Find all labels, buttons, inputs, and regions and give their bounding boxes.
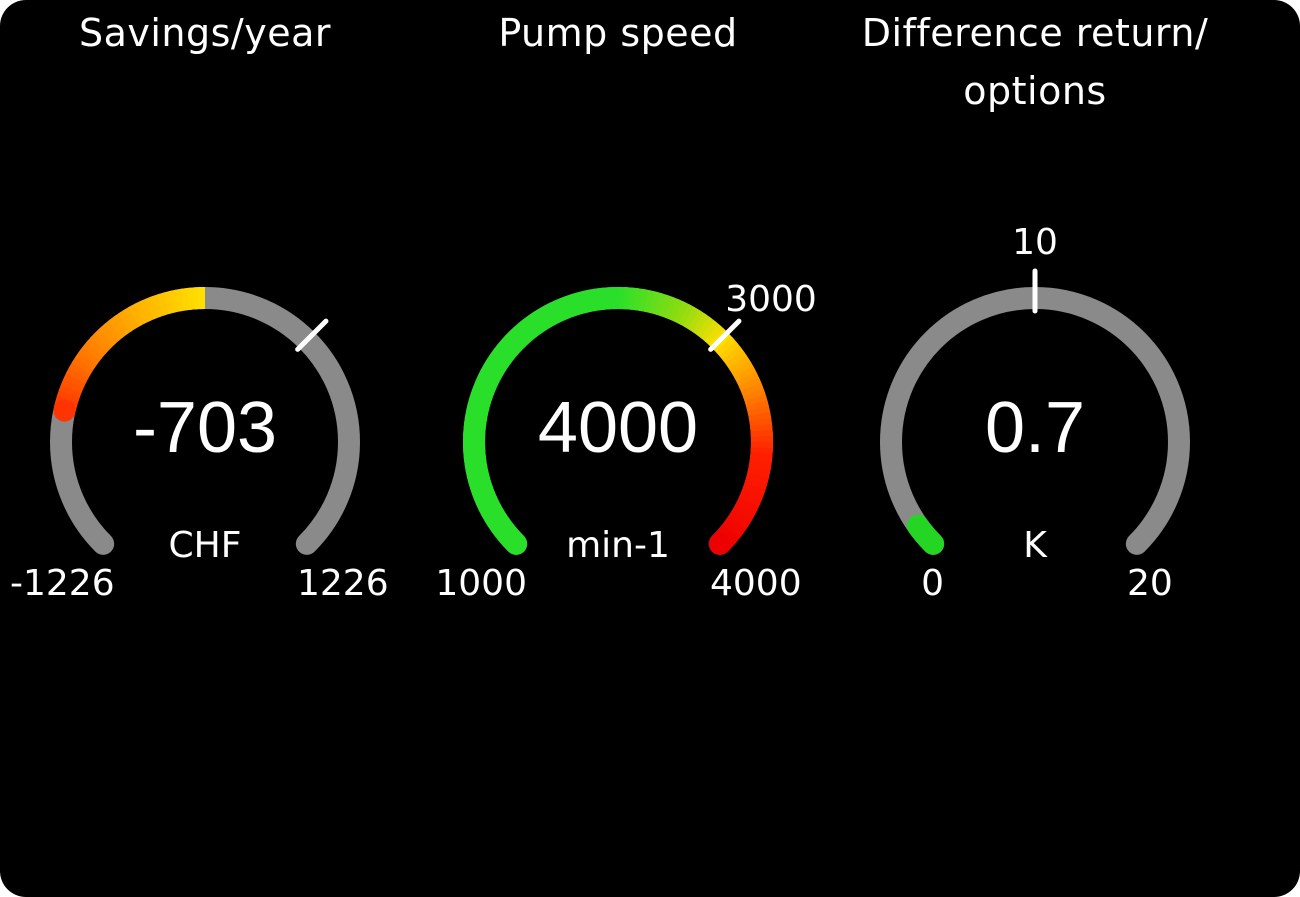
gauge-min-label: 1000 bbox=[435, 563, 527, 604]
gauge-difference-return-options: Difference return/ options 10 0.7 K 0 20 bbox=[840, 0, 1230, 620]
gauge-min-label: -1226 bbox=[10, 563, 115, 604]
gauge-value: 0.7 bbox=[984, 388, 1086, 468]
gauge-title: Pump speed bbox=[498, 11, 738, 55]
gauge-threshold-label: 10 bbox=[1012, 222, 1058, 263]
gauge-max-label: 4000 bbox=[710, 563, 802, 604]
gauge-max-label: 1226 bbox=[297, 563, 389, 604]
gauge-value: -703 bbox=[132, 388, 278, 468]
gauge-savings-year: Savings/year -703 CHF -1226 1226 bbox=[10, 0, 400, 620]
gauge-value: 4000 bbox=[537, 388, 699, 468]
gauge-title: Savings/year bbox=[78, 11, 332, 55]
gauge-threshold-label: 3000 bbox=[725, 279, 817, 320]
gauge-dial bbox=[462, 286, 774, 555]
gauge-unit: min-1 bbox=[566, 525, 670, 566]
gauge-pump-speed: Pump speed 3000 4000 min-1 1000 4000 bbox=[423, 0, 816, 620]
gauge-unit: CHF bbox=[168, 525, 242, 566]
gauge-dial bbox=[50, 286, 360, 555]
gauge-title: Difference return/ options bbox=[861, 11, 1209, 113]
gauge-unit: K bbox=[1023, 525, 1047, 566]
gauge-max-label: 20 bbox=[1127, 563, 1173, 604]
gauge-dial bbox=[880, 268, 1190, 555]
gauge-min-label: 0 bbox=[921, 563, 944, 604]
